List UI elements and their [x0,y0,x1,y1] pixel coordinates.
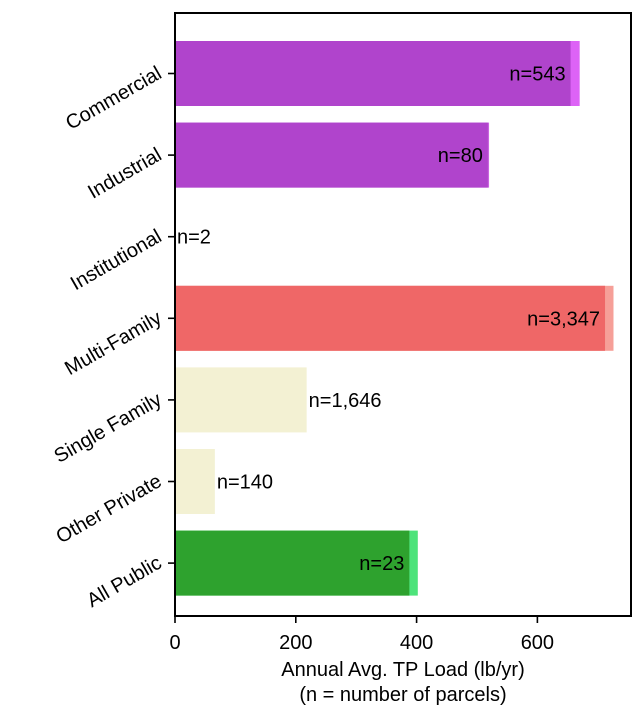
bar-commercial [175,41,571,106]
y-tick-label-other-private: Other Private [52,470,165,548]
data-label-commercial: n=543 [509,64,565,86]
x-tick-label-200: 200 [279,632,312,654]
x-axis-title: Annual Avg. TP Load (lb/yr) [281,659,525,681]
bar-other-private [175,449,215,514]
y-tick-label-industrial: Industrial [84,144,165,204]
y-tick-label-single-family: Single Family [51,389,166,468]
y-tick-label-multi-family: Multi-Family [61,307,165,380]
bars-layer [175,41,614,596]
y-axis: Commercial Industrial Institutional Multi-F… [51,62,175,612]
plot-frame [174,12,632,617]
x-axis: 0 200 400 600 [169,616,554,654]
data-label-other-private: n=140 [217,472,273,494]
y-tick-label-all-public: All Public [83,552,165,612]
data-label-all-public: n=23 [359,553,404,575]
x-tick-label-600: 600 [521,632,554,654]
y-tick-label-institutional: Institutional [67,225,166,295]
bar-single-family [175,367,307,433]
data-labels-layer: n=543 n=80 n=2 n=3,347 n=1,646 n=140 n=23 [177,64,600,576]
data-label-institutional: n=2 [177,227,211,249]
data-label-industrial: n=80 [438,145,483,167]
y-tick-label-commercial: Commercial [62,62,165,134]
bar-all-public [175,530,410,596]
bar-multi-family [175,285,606,351]
data-label-single-family: n=1,646 [309,390,382,412]
bar-industrial [175,122,488,188]
x-tick-label-0: 0 [169,632,180,654]
x-tick-label-400: 400 [400,632,433,654]
data-label-multi-family: n=3,347 [527,308,600,330]
x-axis-note: (n = number of parcels) [299,684,506,706]
